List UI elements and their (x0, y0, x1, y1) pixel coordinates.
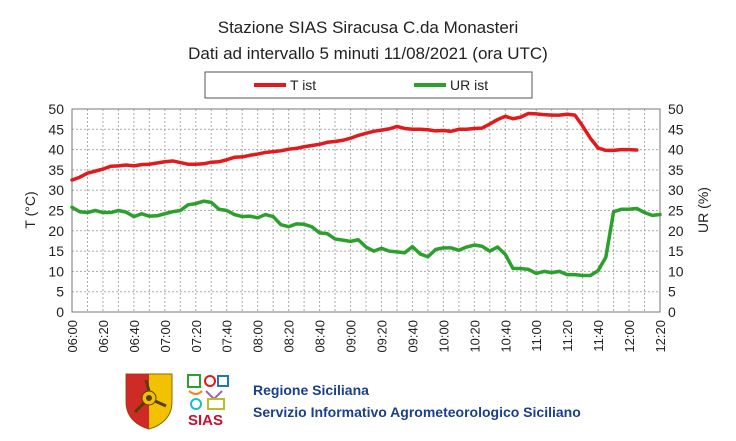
y-tick-label: 45 (48, 121, 64, 137)
x-tick-label: 08:00 (251, 320, 266, 353)
y2-tick-label: 35 (668, 162, 684, 178)
x-tick-label: 07:40 (220, 320, 235, 353)
y-tick-label: 40 (48, 142, 64, 158)
x-axis: 06:00 06:20 06:40 07:00 07:20 07:40 08:00 08:20… (65, 320, 668, 353)
service-name: Servizio Informativo Agrometeorologico S… (253, 404, 581, 420)
x-tick-label: 11:20 (560, 320, 575, 352)
x-tick-label: 06:00 (65, 320, 80, 353)
y2-tick-label: 0 (668, 304, 676, 320)
y2-tick-label: 30 (668, 182, 684, 198)
legend: T ist UR ist (204, 71, 533, 99)
plot-area (71, 108, 661, 313)
x-tick-label: 10:20 (467, 320, 482, 353)
x-tick-label: 08:40 (313, 320, 328, 353)
x-tick-label: 09:40 (405, 320, 420, 353)
trinacria-shield-icon (125, 373, 173, 430)
y-tick-label: 5 (56, 284, 64, 300)
x-tick-label: 06:20 (96, 320, 111, 353)
y2-tick-label: 20 (668, 223, 684, 239)
y-tick-label: 0 (56, 304, 64, 320)
series-line-t-ist (70, 111, 639, 182)
y-tick-label: 15 (48, 243, 64, 259)
y-axis-label: T (°C) (22, 191, 38, 228)
legend-label-t-ist: T ist (290, 77, 316, 93)
x-tick-label: 10:00 (436, 320, 451, 353)
x-tick-label: 09:20 (374, 320, 389, 353)
series-line-ur-ist (70, 199, 662, 278)
y-tick-label: 25 (48, 203, 64, 219)
y2-tick-label: 25 (668, 203, 684, 219)
chart-title: Stazione SIAS Siracusa C.da Monasteri (218, 18, 518, 37)
x-tick-label: 12:20 (653, 320, 668, 353)
y-tick-label: 30 (48, 182, 64, 198)
y-tick-label: 35 (48, 162, 64, 178)
y-tick-label: 20 (48, 223, 64, 239)
x-tick-label: 09:00 (344, 320, 359, 353)
x-tick-label: 07:20 (189, 320, 204, 353)
x-tick-label: 08:20 (282, 320, 297, 353)
x-tick-label: 12:00 (622, 320, 637, 353)
grid (71, 108, 661, 313)
x-tick-label: 06:40 (127, 320, 142, 353)
legend-label-ur-ist: UR ist (450, 77, 488, 93)
org-name: Regione Siciliana (253, 382, 369, 398)
x-tick-label: 07:00 (158, 320, 173, 353)
x-tick-label: 10:40 (498, 320, 513, 353)
x-tick-label: 11:00 (529, 320, 544, 352)
y2-tick-label: 45 (668, 121, 684, 137)
y2-tick-label: 40 (668, 142, 684, 158)
y2-tick-label: 10 (668, 263, 684, 279)
y-axis-right: 0 5 10 15 20 25 30 35 40 45 50 (668, 101, 684, 320)
chart: Stazione SIAS Siracusa C.da Monasteri Da… (22, 18, 711, 353)
y2-tick-label: 50 (668, 101, 684, 117)
sias-logo-text: SIAS (188, 412, 223, 429)
y-axis-left: 0 5 10 15 20 25 30 35 40 45 50 (48, 101, 64, 320)
y2-axis-label: UR (%) (695, 187, 711, 233)
y-tick-label: 50 (48, 101, 64, 117)
chart-subtitle: Dati ad intervallo 5 minuti 11/08/2021 (… (188, 44, 548, 63)
sias-logo-icon: SIAS (187, 374, 229, 429)
x-tick-label: 11:40 (591, 320, 606, 352)
y2-tick-label: 15 (668, 243, 684, 259)
y-tick-label: 10 (48, 263, 64, 279)
series-group (70, 111, 662, 278)
y2-tick-label: 5 (668, 284, 676, 300)
